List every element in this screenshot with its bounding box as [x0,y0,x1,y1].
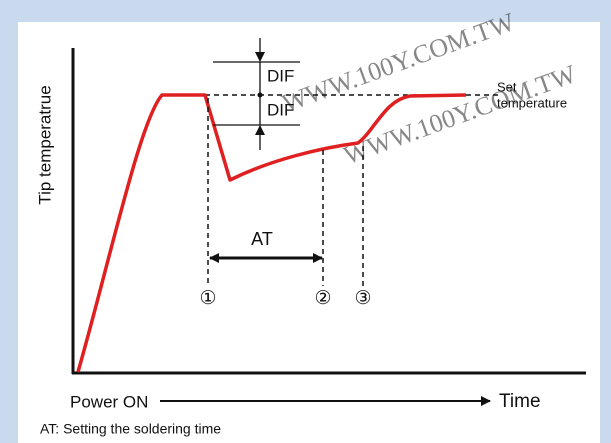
dif-label: DIF [267,66,294,85]
set-temp-label: temperature [497,95,567,110]
temperature-curve [76,93,467,373]
marker-label: ③ [354,288,371,309]
footnote: AT: Setting the soldering time [40,421,221,437]
marker-label: ① [199,288,216,309]
dif-dot [257,92,263,98]
at-label: AT [251,229,273,249]
time-label: Time [499,391,541,412]
y-axis-label: Tip temperatrue [35,85,54,204]
dif-label: DIF [267,100,294,119]
marker-label: ② [314,288,331,309]
power-on-label: Power ON [70,392,148,411]
set-temp-label: Set [497,79,517,94]
